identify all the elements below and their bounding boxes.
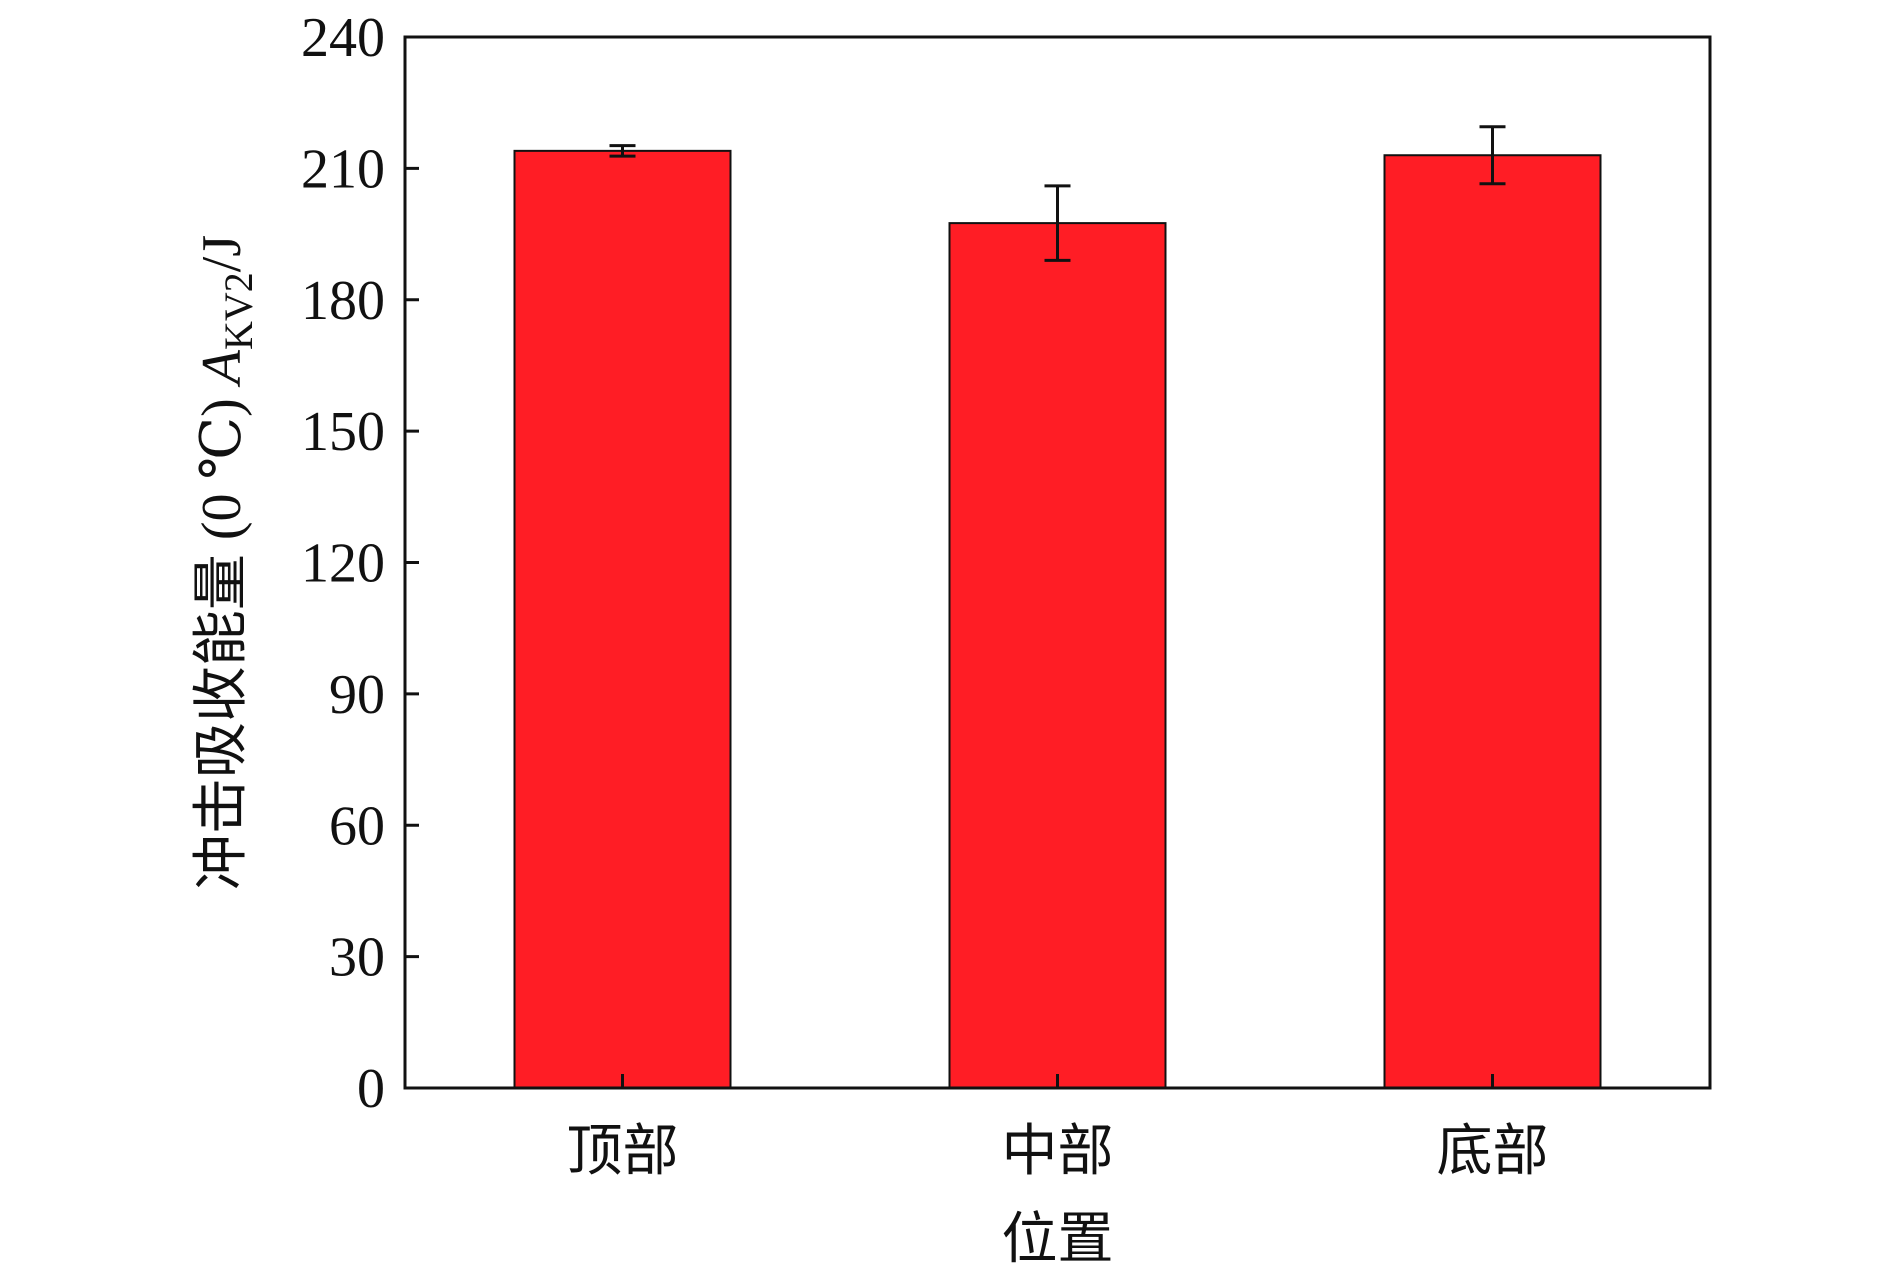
y-axis-ticks: 0 30 60 90 120 150 180 210 240 (301, 7, 419, 1120)
y-tick-label: 30 (329, 927, 385, 989)
x-axis-ticks: 顶部 中部 底部 (567, 1074, 1549, 1183)
y-tick-label: 0 (357, 1058, 385, 1120)
y-tick-label: 240 (301, 7, 385, 69)
x-axis-title: 位置 (1002, 1209, 1114, 1271)
y-axis-title-suffix: /J (191, 235, 253, 272)
y-tick-label: 180 (301, 270, 385, 332)
bar (513, 149, 732, 1089)
x-category-label: 中部 (1002, 1121, 1114, 1183)
x-category-label: 顶部 (567, 1121, 679, 1183)
y-axis-title-symbol: A (191, 349, 253, 388)
y-tick-label: 210 (301, 138, 385, 200)
bars-group (513, 149, 1602, 1090)
y-tick-label: 120 (301, 533, 385, 595)
y-axis-title-prefix: 冲击吸收能量 (0 ℃) (191, 384, 253, 890)
error-bars-group (609, 125, 1506, 262)
y-tick-label: 60 (329, 795, 385, 857)
y-axis-title-subscript: KV2 (216, 272, 261, 350)
bar (1383, 154, 1602, 1090)
y-axis-title: 冲击吸收能量 (0 ℃) AKV2/J (191, 235, 261, 890)
y-tick-label: 150 (301, 401, 385, 463)
y-tick-label: 90 (329, 664, 385, 726)
x-category-label: 底部 (1437, 1121, 1549, 1183)
bar (948, 222, 1167, 1090)
